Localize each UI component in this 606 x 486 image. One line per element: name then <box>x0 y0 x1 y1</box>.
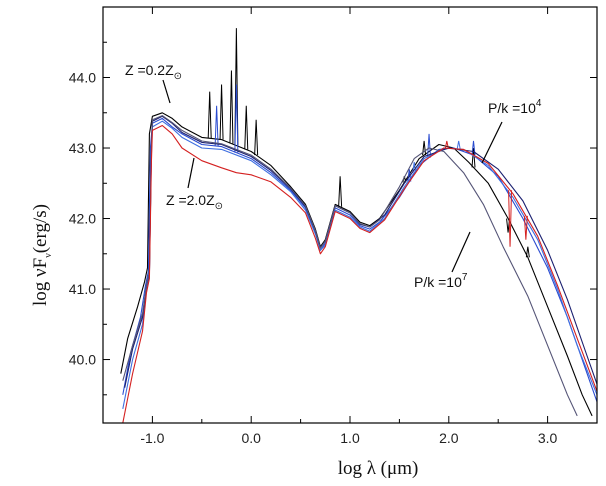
annotation-z-low-text: Z =0.2Z <box>125 62 174 78</box>
y-tick-label: 44.0 <box>69 70 96 86</box>
y-tick-label: 42.0 <box>69 211 96 227</box>
emission-line-spike <box>456 140 461 150</box>
annotation-z-low: Z =0.2Z⊙ <box>125 62 182 82</box>
emission-line-spike <box>219 84 224 140</box>
y-tick-label: 41.0 <box>69 281 96 297</box>
ticks-layer: -1.0 0.0 1.0 2.0 3.0 40.0 41.0 42.0 43.0 44.0 <box>69 7 598 446</box>
y-axis-label: log νFν(erg/s) <box>30 204 54 306</box>
x-tick-label: 2.0 <box>439 430 459 446</box>
annotation-pk-high-text: P/k =10 <box>414 274 462 290</box>
emission-line-spike <box>471 140 476 156</box>
x-tick-label: -1.0 <box>140 430 164 446</box>
y-tick-label: 40.0 <box>69 352 96 368</box>
y-axis-label-sub: ν <box>43 253 54 258</box>
annotation-pk-high: P/k =107 <box>414 272 468 290</box>
emission-line-spike <box>338 176 343 207</box>
annotation-z-high-pointer <box>187 157 195 189</box>
emission-line-spike <box>214 105 219 147</box>
annotation-pk-low: P/k =104 <box>488 98 542 116</box>
x-tick-label: 0.0 <box>241 430 261 446</box>
annotation-z-low-pointer <box>162 79 171 104</box>
y-axis-label-unit: (erg/s) <box>30 204 51 253</box>
x-tick-label: 3.0 <box>538 430 558 446</box>
annotation-pk-high-pointer <box>451 231 471 273</box>
emission-line-spike <box>471 147 476 168</box>
emission-line-spike <box>508 190 513 247</box>
series-line-0 <box>120 112 593 417</box>
emission-line-spike <box>427 133 432 158</box>
annotation-z-low-symbol: ⊙ <box>174 71 182 82</box>
series-group <box>120 28 597 423</box>
annotation-pk-low-pointer <box>481 121 503 164</box>
y-axis-label-main: log νF <box>30 258 51 306</box>
annotation-pk-high-exponent: 7 <box>462 272 468 283</box>
annotation-z-high-text: Z =2.0Z <box>166 192 215 208</box>
series-layer <box>120 28 597 423</box>
series-line-5 <box>122 124 597 423</box>
emission-line-spike <box>444 140 449 149</box>
y-tick-label: 43.0 <box>69 140 96 156</box>
series-line-2 <box>122 120 597 410</box>
series-line-4 <box>122 115 578 417</box>
annotation-pk-low-exponent: 4 <box>536 98 542 109</box>
annotation-z-high-symbol: ⊙ <box>215 201 223 212</box>
x-axis-label: log λ (μm) <box>338 458 419 479</box>
annotation-z-high: Z =2.0Z⊙ <box>166 192 223 212</box>
x-tick-label: 1.0 <box>340 430 360 446</box>
emission-line-spike <box>254 119 259 156</box>
annotation-pk-low-text: P/k =10 <box>488 100 536 116</box>
emission-line-spike <box>207 91 212 139</box>
emission-line-spike <box>523 215 528 240</box>
emission-line-spike <box>234 84 239 153</box>
emission-line-spike <box>234 28 239 146</box>
emission-line-spike <box>244 105 249 150</box>
emission-line-spike <box>525 246 530 258</box>
emission-line-spike <box>229 70 234 144</box>
emission-line-spike <box>422 140 427 156</box>
